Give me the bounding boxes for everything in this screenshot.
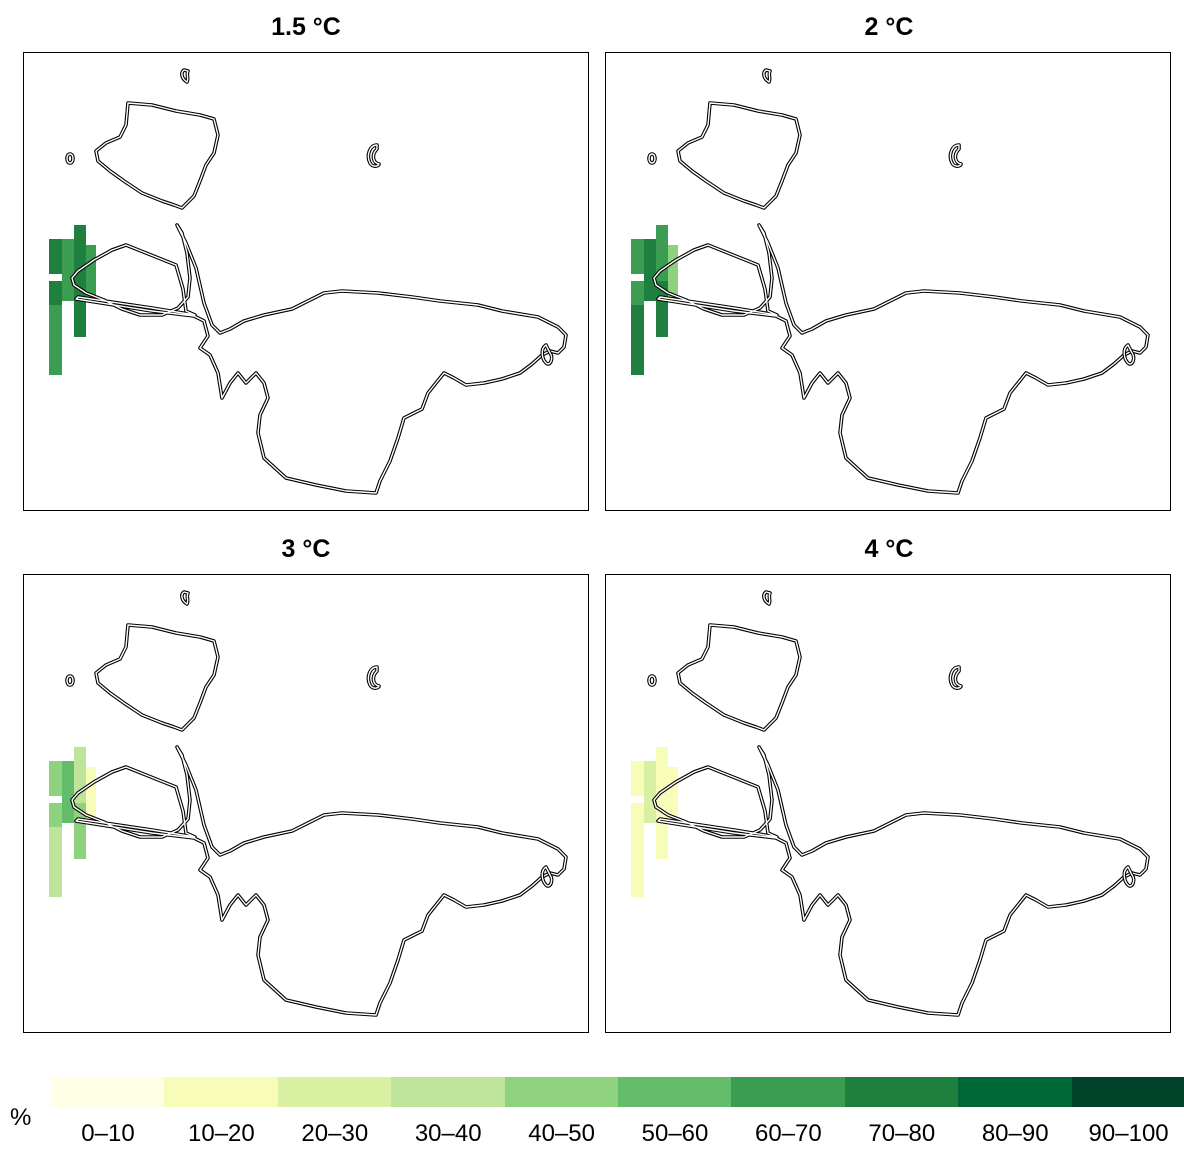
shading-cell	[668, 767, 678, 822]
coastline-inner	[66, 675, 74, 686]
coastline-inner	[367, 666, 380, 689]
shading-cell	[49, 761, 62, 796]
shading-cell	[62, 761, 74, 823]
shading-cell	[631, 305, 644, 375]
shading-cell	[631, 803, 644, 827]
legend-swatch	[51, 1077, 165, 1107]
coastline-inner	[66, 153, 74, 164]
legend-label: 90–100	[1088, 1120, 1169, 1147]
shading-cell	[631, 827, 644, 897]
map-panel-2[interactable]	[605, 52, 1171, 511]
coastline-outer	[676, 623, 802, 732]
map-canvas-1	[49, 68, 568, 495]
shading-cell	[631, 281, 644, 305]
coastline-outer	[652, 223, 1150, 495]
map-panel-3[interactable]	[23, 574, 589, 1033]
coastline-inner	[1123, 344, 1135, 365]
coastline-inner	[763, 591, 771, 605]
shading-cell	[644, 761, 656, 823]
shading-cell	[49, 281, 62, 305]
coastline-inner	[653, 746, 1149, 1016]
shading-cell	[74, 281, 86, 337]
shading-cell	[74, 803, 86, 859]
shading-cell	[631, 239, 644, 274]
shading-cell	[668, 245, 678, 300]
map-canvas-3	[49, 590, 568, 1017]
shading-cell	[631, 761, 644, 796]
map-canvas-4	[631, 590, 1150, 1017]
coastline-inner	[648, 675, 656, 686]
coastline-inner	[949, 666, 962, 689]
shading-layer	[49, 225, 96, 375]
legend-label: 10–20	[188, 1120, 255, 1147]
legend-swatch	[1071, 1077, 1184, 1107]
legend-label: 80–90	[981, 1120, 1049, 1147]
coastline-inner	[763, 69, 771, 83]
coastline-outer	[94, 101, 220, 210]
legend-label: 0–10	[81, 1120, 135, 1147]
coastline-inner	[71, 224, 567, 494]
panel-title-1: 1.5 °C	[271, 13, 341, 41]
coastline-layer	[647, 68, 1150, 495]
coastline-inner	[181, 591, 189, 605]
coastline-inner	[181, 69, 189, 83]
coastline-layer	[647, 590, 1150, 1017]
coastline-outer	[70, 223, 568, 495]
coastline-inner	[677, 102, 801, 209]
legend-swatch	[504, 1077, 619, 1107]
coastline-inner	[653, 224, 1149, 494]
coastline-outer	[676, 101, 802, 210]
coastline-inner	[648, 153, 656, 164]
legend-swatch	[731, 1077, 846, 1107]
legend-swatch	[958, 1077, 1073, 1107]
legend: % 0–10 10–20 20–30 30–40 40–50 50–60 60–70 70–8…	[0, 1070, 1184, 1149]
map-panel-4[interactable]	[605, 574, 1171, 1033]
coastline-outer	[94, 623, 220, 732]
shading-cell	[656, 803, 668, 859]
legend-swatch	[391, 1077, 506, 1107]
shading-cell	[86, 245, 96, 300]
shading-cell	[656, 281, 668, 337]
legend-label: 60–70	[755, 1120, 822, 1147]
shading-cell	[49, 305, 62, 375]
shading-layer	[49, 747, 96, 897]
legend-swatch	[277, 1077, 392, 1107]
panel-title-2: 2 °C	[864, 13, 914, 41]
legend-label: 50–60	[641, 1120, 709, 1147]
panel-title-3: 3 °C	[281, 535, 331, 563]
shading-cell	[49, 803, 62, 827]
coastline-inner	[949, 144, 962, 167]
legend-unit: %	[10, 1104, 32, 1131]
shading-cell	[49, 239, 62, 274]
shading-cell	[86, 767, 96, 822]
coastline-inner	[367, 144, 380, 167]
coastline-inner	[71, 746, 567, 1016]
panel-title-4: 4 °C	[864, 535, 914, 563]
coastline-outer	[70, 745, 568, 1017]
shading-cell	[644, 239, 656, 301]
legend-swatch	[618, 1077, 732, 1107]
coastline-inner	[541, 866, 553, 887]
legend-label: 40–50	[528, 1120, 595, 1147]
coastline-inner	[95, 624, 219, 731]
coastline-inner	[95, 102, 219, 209]
legend-label: 20–30	[301, 1120, 369, 1147]
legend-label: 70–80	[868, 1120, 936, 1147]
coastline-inner	[541, 344, 553, 365]
coastline-inner	[1123, 866, 1135, 887]
map-canvas-2	[631, 68, 1150, 495]
legend-swatch	[164, 1077, 279, 1107]
legend-label: 30–40	[414, 1120, 482, 1147]
shading-cell	[49, 827, 62, 897]
legend-swatch	[844, 1077, 959, 1107]
coastline-layer	[65, 590, 568, 1017]
coastline-outer	[652, 745, 1150, 1017]
map-panel-1[interactable]	[23, 52, 589, 511]
coastline-layer	[65, 68, 568, 495]
shading-cell	[62, 239, 74, 301]
coastline-inner	[677, 624, 801, 731]
